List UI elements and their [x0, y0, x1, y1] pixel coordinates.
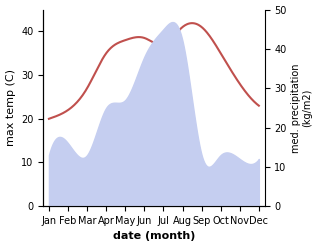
- X-axis label: date (month): date (month): [113, 231, 195, 242]
- Y-axis label: max temp (C): max temp (C): [5, 69, 16, 146]
- Y-axis label: med. precipitation
(kg/m2): med. precipitation (kg/m2): [291, 63, 313, 153]
